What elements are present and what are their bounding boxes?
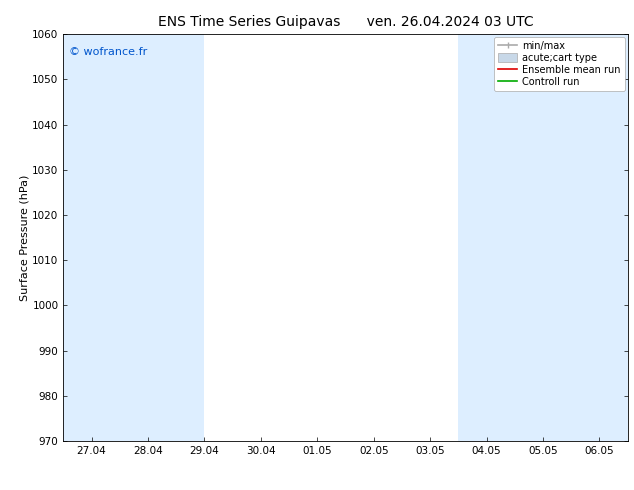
Bar [63,34,148,441]
Bar [515,34,571,441]
Bar [148,34,204,441]
Text: © wofrance.fr: © wofrance.fr [69,47,147,56]
Bar [571,34,628,441]
Title: ENS Time Series Guipavas      ven. 26.04.2024 03 UTC: ENS Time Series Guipavas ven. 26.04.2024… [158,15,533,29]
Legend: min/max, acute;cart type, Ensemble mean run, Controll run: min/max, acute;cart type, Ensemble mean … [494,37,624,91]
Y-axis label: Surface Pressure (hPa): Surface Pressure (hPa) [20,174,30,301]
Bar [458,34,515,441]
